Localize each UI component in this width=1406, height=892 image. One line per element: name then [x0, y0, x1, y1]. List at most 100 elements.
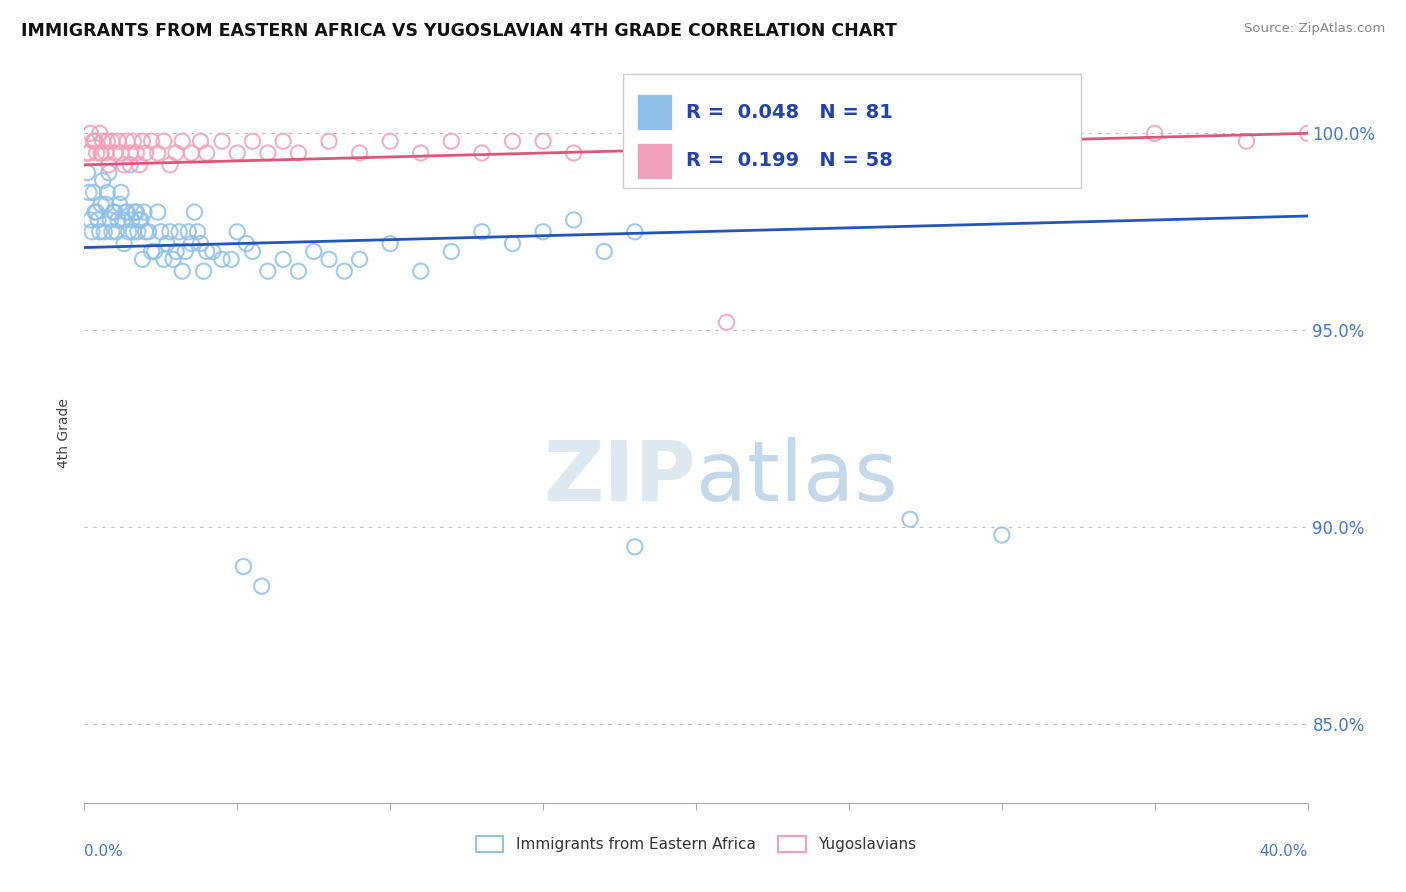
Point — [153, 252, 176, 267]
Point — [101, 134, 124, 148]
Point — [159, 225, 181, 239]
Point — [409, 264, 432, 278]
Text: ZIP: ZIP — [544, 436, 696, 517]
Point — [186, 225, 208, 239]
Point — [624, 540, 647, 554]
Point — [219, 252, 242, 267]
Point — [104, 205, 127, 219]
Point — [159, 158, 181, 172]
Point — [120, 158, 142, 172]
Point — [380, 236, 402, 251]
Point — [128, 213, 150, 227]
Point — [110, 186, 132, 200]
Point — [747, 146, 769, 161]
Point — [156, 236, 179, 251]
Point — [333, 264, 356, 278]
Point — [125, 146, 148, 161]
Point — [132, 205, 155, 219]
Point — [103, 205, 125, 219]
Point — [471, 225, 494, 239]
Point — [1236, 134, 1258, 148]
Point — [120, 146, 142, 161]
Point — [562, 146, 585, 161]
Point — [129, 213, 152, 227]
Point — [165, 244, 187, 259]
Point — [91, 173, 114, 187]
Point — [287, 146, 309, 161]
Text: IMMIGRANTS FROM EASTERN AFRICA VS YUGOSLAVIAN 4TH GRADE CORRELATION CHART: IMMIGRANTS FROM EASTERN AFRICA VS YUGOSL… — [21, 22, 897, 40]
Point — [80, 225, 103, 239]
Point — [77, 186, 100, 200]
Point — [84, 205, 107, 219]
Point — [146, 146, 169, 161]
Point — [211, 134, 233, 148]
Point — [177, 225, 200, 239]
Point — [131, 134, 153, 148]
Point — [98, 213, 121, 227]
Text: Source: ZipAtlas.com: Source: ZipAtlas.com — [1244, 22, 1385, 36]
Point — [1052, 134, 1074, 148]
Point — [115, 205, 138, 219]
Point — [101, 225, 124, 239]
Point — [624, 134, 647, 148]
Point — [112, 158, 135, 172]
Point — [76, 146, 98, 161]
Point — [128, 158, 150, 172]
Point — [232, 559, 254, 574]
Text: R =  0.048   N = 81: R = 0.048 N = 81 — [686, 103, 893, 121]
Point — [96, 134, 118, 148]
Point — [91, 134, 114, 148]
Point — [195, 146, 218, 161]
Point — [125, 205, 148, 219]
Point — [96, 186, 118, 200]
Point — [143, 244, 166, 259]
Point — [318, 252, 340, 267]
Point — [349, 146, 371, 161]
Point — [94, 146, 117, 161]
Point — [165, 146, 187, 161]
Point — [87, 213, 110, 227]
Point — [97, 166, 120, 180]
Point — [380, 134, 402, 148]
Point — [183, 205, 205, 219]
Point — [257, 264, 280, 278]
Point — [97, 158, 120, 172]
Point — [141, 134, 163, 148]
Point — [86, 146, 108, 161]
Point — [122, 225, 145, 239]
Point — [991, 528, 1014, 542]
Point — [271, 134, 294, 148]
Point — [471, 146, 494, 161]
Point — [135, 225, 157, 239]
Text: 40.0%: 40.0% — [1260, 844, 1308, 858]
Point — [105, 225, 128, 239]
Point — [79, 213, 101, 227]
Text: R =  0.199   N = 58: R = 0.199 N = 58 — [686, 152, 893, 170]
FancyBboxPatch shape — [637, 143, 672, 178]
Point — [302, 244, 325, 259]
Legend: Immigrants from Eastern Africa, Yugoslavians: Immigrants from Eastern Africa, Yugoslav… — [470, 830, 922, 858]
Point — [193, 264, 215, 278]
Point — [271, 252, 294, 267]
Point — [250, 579, 273, 593]
Point — [121, 213, 143, 227]
Point — [108, 197, 131, 211]
Point — [180, 236, 202, 251]
Point — [201, 244, 224, 259]
Point — [94, 197, 117, 211]
Point — [349, 252, 371, 267]
Y-axis label: 4th Grade: 4th Grade — [58, 398, 72, 467]
Point — [162, 252, 184, 267]
Point — [83, 134, 105, 148]
Point — [190, 134, 212, 148]
Point — [235, 236, 257, 251]
Point — [502, 134, 524, 148]
Point — [146, 205, 169, 219]
Point — [318, 134, 340, 148]
Point — [115, 134, 138, 148]
Point — [83, 186, 105, 200]
Point — [84, 134, 107, 148]
Point — [531, 134, 554, 148]
Point — [180, 146, 202, 161]
Point — [167, 225, 190, 239]
